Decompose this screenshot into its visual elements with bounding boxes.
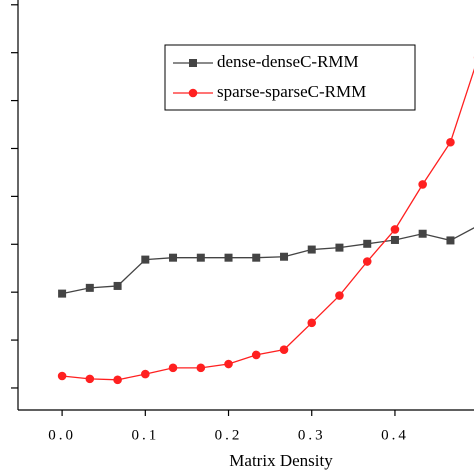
x-axis-label: Matrix Density <box>229 451 333 470</box>
series-line <box>62 68 474 381</box>
marker <box>446 236 455 245</box>
legend-label: dense-denseC-RMM <box>217 52 359 71</box>
marker <box>113 281 122 290</box>
marker <box>224 359 233 369</box>
marker <box>168 363 178 373</box>
x-tick-label: 0.2 <box>215 427 243 443</box>
marker <box>57 371 67 381</box>
marker <box>362 257 372 266</box>
marker <box>169 253 178 262</box>
marker <box>141 369 150 379</box>
legend-marker <box>188 88 198 98</box>
marker <box>363 239 372 248</box>
marker <box>446 137 455 147</box>
marker <box>418 229 427 238</box>
legend-marker <box>189 59 197 67</box>
marker <box>113 375 122 385</box>
marker <box>307 318 317 328</box>
marker <box>280 252 289 261</box>
marker <box>58 289 67 298</box>
marker <box>85 374 95 384</box>
marker <box>335 243 344 252</box>
x-tick-label: 0.0 <box>48 427 76 443</box>
x-tick-label: 0.1 <box>131 427 159 443</box>
x-tick-label: 0.3 <box>298 427 326 443</box>
marker <box>279 345 289 354</box>
marker <box>390 225 400 234</box>
legend-label: sparse-sparseC-RMM <box>217 82 366 101</box>
marker <box>252 253 261 262</box>
marker <box>196 253 205 262</box>
marker <box>251 350 261 360</box>
marker <box>141 255 150 264</box>
marker <box>224 253 233 262</box>
marker <box>390 235 399 244</box>
series-line <box>61 227 474 295</box>
x-tick-label: 0.4 <box>381 427 409 443</box>
marker <box>335 291 344 300</box>
legend-box <box>164 44 416 111</box>
marker <box>307 245 316 254</box>
marker <box>85 283 94 292</box>
marker <box>196 363 206 373</box>
marker <box>418 180 427 189</box>
